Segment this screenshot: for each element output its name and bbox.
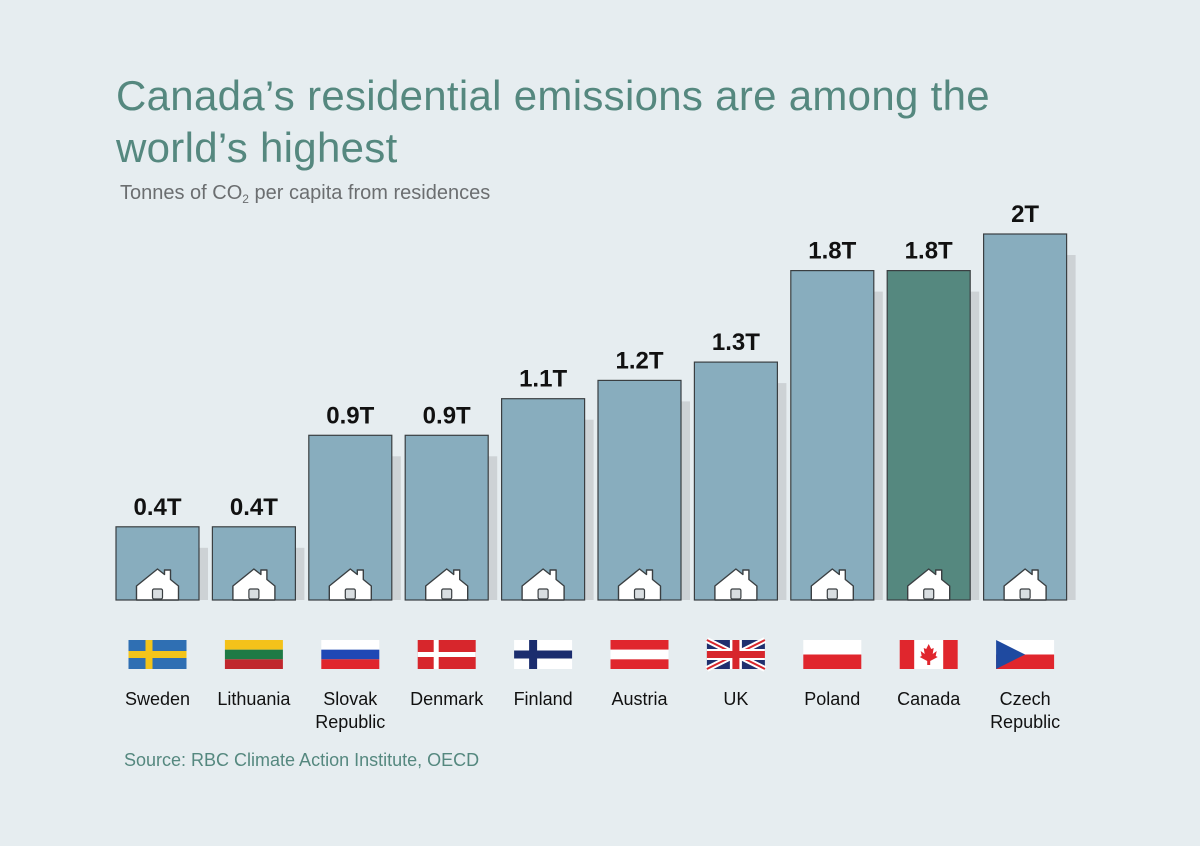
house-icon xyxy=(1003,568,1047,601)
bar-czech-republic xyxy=(982,233,1068,601)
value-label-czech-republic: 2T xyxy=(1011,201,1039,228)
value-label-austria: 1.2T xyxy=(615,347,663,374)
house-icon xyxy=(425,568,469,601)
flag-icon-lithuania xyxy=(224,640,283,669)
flag-icon-finland xyxy=(514,640,573,669)
house-icon xyxy=(135,568,180,601)
chart-title: Canada’s residential emissions are among… xyxy=(116,72,990,171)
category-label-finland: Finland xyxy=(514,689,573,709)
flag-icon-uk xyxy=(705,637,767,672)
flag-icon-poland xyxy=(803,640,862,669)
value-label-poland: 1.8T xyxy=(808,238,856,265)
value-label-slovak-republic: 0.9T xyxy=(326,402,374,429)
category-label-czech-republic: Czech Republic xyxy=(990,689,1060,732)
category-label-poland: Poland xyxy=(804,689,860,709)
category-label-canada: Canada xyxy=(897,689,961,709)
bar-finland xyxy=(501,398,586,601)
value-label-finland: 1.1T xyxy=(519,366,567,393)
category-label-sweden: Sweden xyxy=(125,689,190,709)
bar-canada xyxy=(886,270,971,601)
category-label-slovak-republic: Slovak Republic xyxy=(315,689,385,732)
value-label-sweden: 0.4T xyxy=(133,494,181,521)
bar-austria xyxy=(597,379,682,601)
source-note: Source: RBC Climate Action Institute, OE… xyxy=(124,750,480,770)
category-label-lithuania: Lithuania xyxy=(217,689,291,709)
bar-poland xyxy=(790,270,875,601)
flag-icon-canada xyxy=(899,640,958,669)
chart-subtitle: Tonnes of CO2 per capita from residences xyxy=(120,182,490,206)
flag-icon-denmark xyxy=(417,640,476,669)
subtitle-suffix: per capita from residences xyxy=(248,182,491,204)
subtitle-subscript: 2 xyxy=(242,192,249,206)
house-icon xyxy=(617,568,662,601)
flag-icon-austria xyxy=(610,640,669,669)
category-label-denmark: Denmark xyxy=(410,689,484,709)
house-icon xyxy=(328,568,372,601)
flag-icon-slovak-republic xyxy=(321,640,380,669)
flag-icon-sweden xyxy=(128,640,187,669)
house-icon xyxy=(232,568,276,601)
value-label-uk: 1.3T xyxy=(712,329,760,356)
category-label-austria: Austria xyxy=(611,689,668,709)
bar-uk xyxy=(693,361,779,601)
subtitle-prefix: Tonnes of CO xyxy=(120,182,243,204)
category-label-uk: UK xyxy=(723,689,748,709)
value-label-lithuania: 0.4T xyxy=(230,494,278,521)
house-icon xyxy=(521,568,565,601)
flag-icon-czech-republic xyxy=(996,640,1055,669)
value-label-denmark: 0.9T xyxy=(423,402,471,429)
house-icon xyxy=(714,568,758,601)
house-icon xyxy=(810,568,854,601)
value-label-canada: 1.8T xyxy=(905,238,953,265)
house-icon xyxy=(907,568,951,601)
